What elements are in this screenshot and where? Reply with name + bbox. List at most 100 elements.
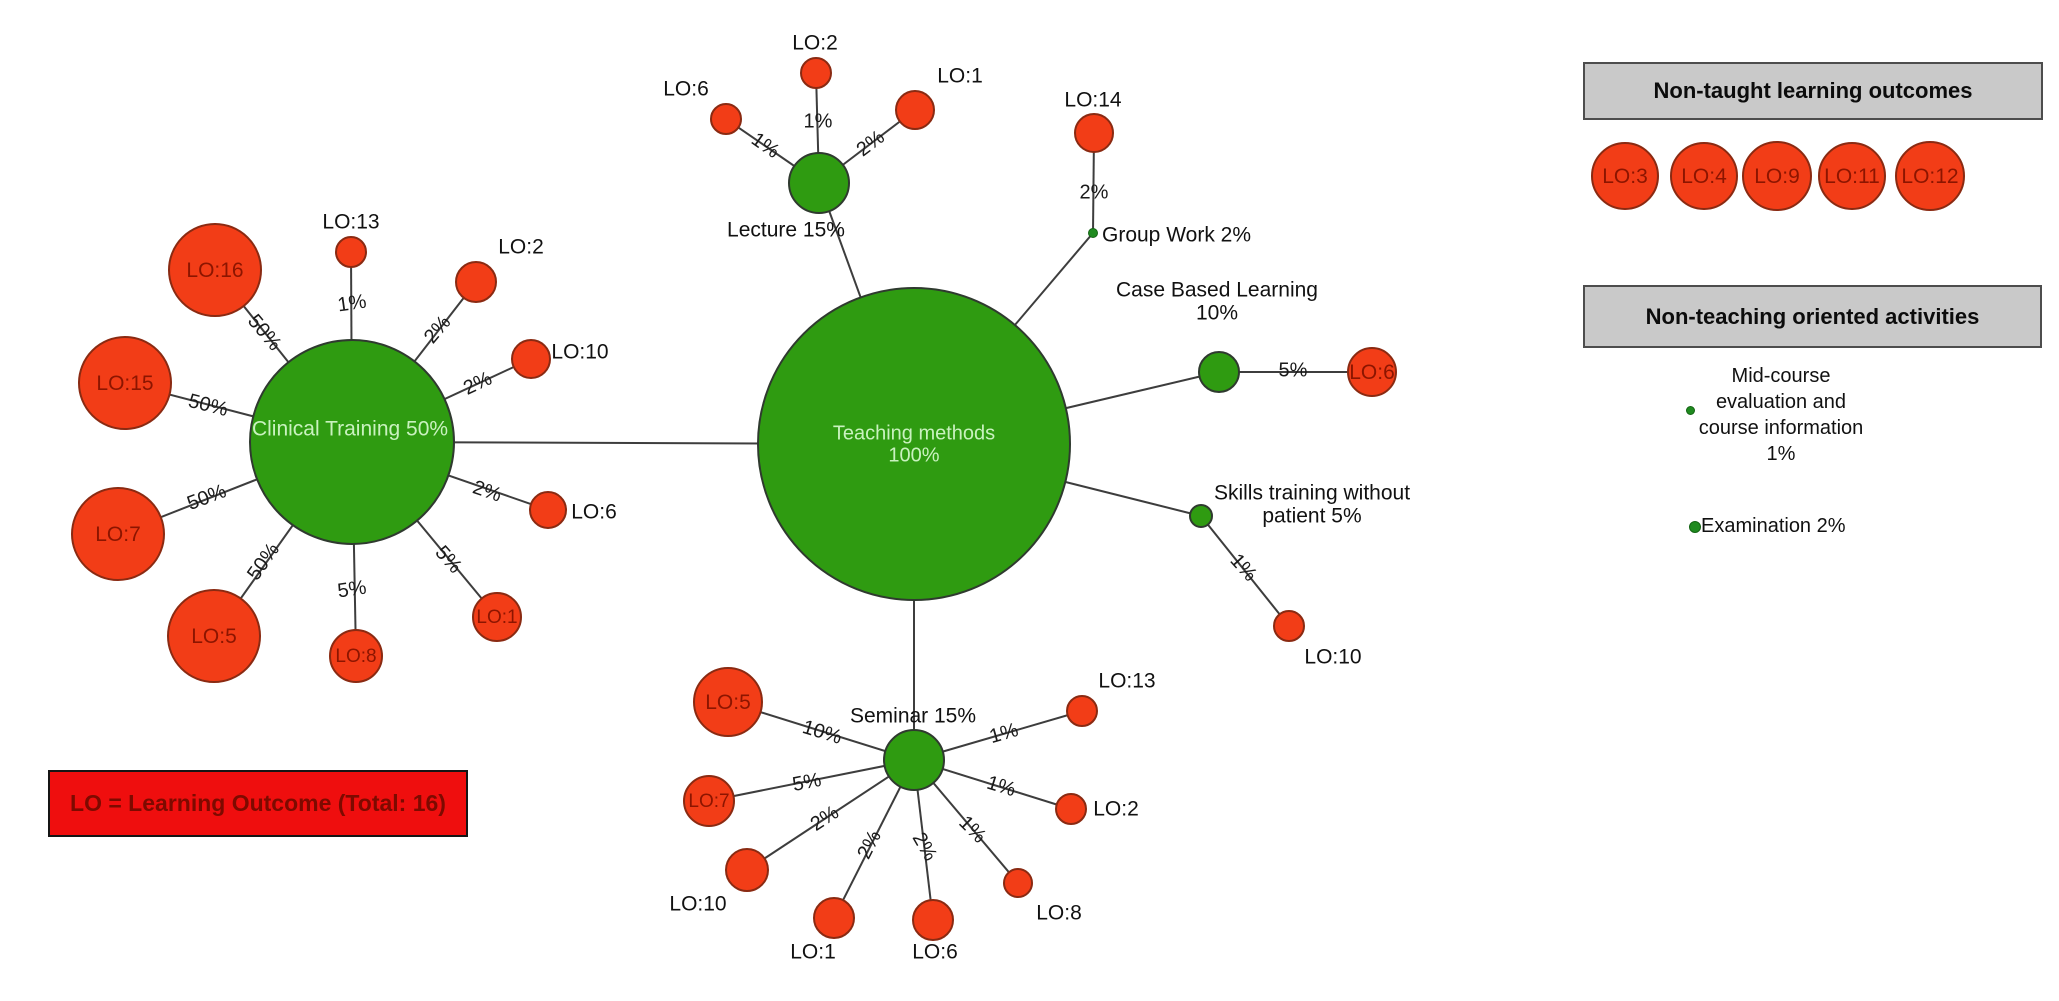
- lo7-seminar-label: LO:7: [688, 790, 730, 812]
- mid-course-label-line1: Mid-course: [1731, 365, 1831, 387]
- lo7-clinical-node: LO:7: [71, 487, 165, 581]
- mid-course-label: Mid-course evaluation and course informa…: [1699, 363, 1864, 467]
- lo10-skills-label: LO:10: [1304, 645, 1362, 669]
- non-taught-header: Non-taught learning outcomes: [1583, 62, 2043, 120]
- case-based-learning-label-line1: Case Based Learning: [1116, 278, 1318, 302]
- clinical-training-node: [249, 339, 455, 545]
- seminar-label: Seminar 15%: [849, 704, 977, 728]
- clinical-training-label: Clinical Training 50%: [251, 417, 449, 441]
- lo2-lecture-label: LO:2: [792, 31, 838, 55]
- lo7-seminar-node: LO:7: [683, 775, 735, 827]
- skills-training-label-line2: patient 5%: [1262, 504, 1362, 527]
- lo1-lecture-node: [895, 90, 935, 130]
- lo1-lecture-label: LO:1: [937, 64, 983, 88]
- lo1-clinical-node: LO:1: [472, 592, 522, 642]
- mid-course-label-line4: 1%: [1766, 443, 1796, 465]
- lo4-nontaught-node: LO:4: [1670, 142, 1738, 210]
- mid-course-label-line3: course information: [1698, 417, 1864, 439]
- lo2-lecture-node: [800, 57, 832, 89]
- lo14-groupwork-label: LO:14: [1064, 88, 1122, 112]
- lo5-seminar-node: LO:5: [693, 667, 763, 737]
- legend-box: LO = Learning Outcome (Total: 16): [48, 770, 468, 837]
- lo6-seminar-label: LO:6: [912, 940, 958, 964]
- lo6-clinical-node: [529, 491, 567, 529]
- case-based-learning-node: [1198, 351, 1240, 393]
- skills-training-node: [1189, 504, 1213, 528]
- examination-label: Examination 2%: [1701, 515, 1846, 538]
- lo2-clinical-node: [455, 261, 497, 303]
- lo10-skills-node: [1273, 610, 1305, 642]
- lo8-clinical-node: LO:8: [329, 629, 383, 683]
- lo7-clinical-label: LO:7: [95, 522, 141, 546]
- lecture-lo2-pct-label: 1%: [803, 110, 833, 133]
- lo5-clinical-label: LO:5: [191, 624, 237, 648]
- non-teaching-header-label: Non-teaching oriented activities: [1645, 303, 1980, 329]
- lo8-seminar-label: LO:8: [1036, 901, 1082, 925]
- lo5-clinical-node: LO:5: [167, 589, 261, 683]
- case-based-learning-label-line2: 10%: [1195, 301, 1239, 325]
- lo10-clinical-label: LO:10: [551, 340, 609, 364]
- lecture-label: Lecture 15%: [727, 218, 845, 242]
- lo2-clinical-label: LO:2: [498, 235, 544, 259]
- lo10-clinical-node: [511, 339, 551, 379]
- lo13-seminar-label: LO:13: [1098, 669, 1156, 693]
- lo12-nontaught-label: LO:12: [1901, 164, 1959, 188]
- lo11-nontaught-node: LO:11: [1818, 142, 1886, 210]
- mid-course-dot: [1686, 406, 1695, 415]
- clinical-lo13-pct-label: 1%: [336, 290, 368, 317]
- lo6-casebased-label: LO:6: [1349, 360, 1395, 384]
- lo16-clinical-node: LO:16: [168, 223, 262, 317]
- lo2-seminar-node: [1055, 793, 1087, 825]
- lo9-nontaught-label: LO:9: [1754, 164, 1800, 188]
- non-teaching-header: Non-teaching oriented activities: [1583, 285, 2042, 348]
- lo8-clinical-label: LO:8: [335, 645, 377, 667]
- lo6-clinical-label: LO:6: [571, 500, 617, 524]
- lo9-nontaught-node: LO:9: [1742, 141, 1812, 211]
- lo8-seminar-node: [1003, 868, 1033, 898]
- lo16-clinical-label: LO:16: [186, 258, 244, 282]
- skills-training-label-line1: Skills training without: [1213, 481, 1411, 505]
- edge-skills-lo10: [1200, 515, 1290, 627]
- edge-seminar-lo10: [746, 759, 915, 871]
- lo6-lecture-label: LO:6: [663, 77, 709, 101]
- lo11-nontaught-label: LO:11: [1824, 164, 1880, 188]
- lo6-seminar-node: [912, 899, 954, 941]
- lo2-seminar-label: LO:2: [1093, 797, 1139, 821]
- casebased-lo6-pct-label: 5%: [1278, 359, 1308, 382]
- lo4-nontaught-label: LO:4: [1681, 164, 1727, 188]
- lo13-clinical-node: [335, 236, 367, 268]
- lo3-nontaught-node: LO:3: [1591, 142, 1659, 210]
- groupwork-lo14-pct-label: 2%: [1079, 181, 1109, 204]
- edge-seminar-lo7: [708, 759, 915, 802]
- teaching-methods-label-line1: Teaching methods: [832, 422, 996, 445]
- mid-course-label-line2: evaluation and: [1715, 391, 1847, 413]
- legend-label: LO = Learning Outcome (Total: 16): [70, 790, 446, 816]
- case-based-learning-label: Case Based Learning 10%: [1116, 278, 1318, 325]
- lo6-lecture-node: [710, 103, 742, 135]
- lo13-seminar-node: [1066, 695, 1098, 727]
- lo10-seminar-label: LO:10: [669, 892, 727, 916]
- teaching-methods-node: [757, 287, 1071, 601]
- examination-dot: [1689, 521, 1701, 533]
- lo1-seminar-label: LO:1: [790, 940, 836, 964]
- clinical-lo8-pct-label: 5%: [336, 576, 368, 603]
- lo12-nontaught-node: LO:12: [1895, 141, 1965, 211]
- skills-training-label: Skills training without patient 5%: [1214, 482, 1410, 527]
- lecture-node: [788, 152, 850, 214]
- lo15-clinical-node: LO:15: [78, 336, 172, 430]
- lo13-clinical-label: LO:13: [322, 210, 380, 234]
- lo15-clinical-label: LO:15: [96, 371, 154, 395]
- seminar-node: [883, 729, 945, 791]
- lo5-seminar-label: LO:5: [705, 690, 751, 714]
- group-work-label: Group Work 2%: [1102, 223, 1251, 247]
- group-work-node: [1088, 228, 1098, 238]
- non-taught-header-label: Non-taught learning outcomes: [1653, 78, 1973, 103]
- teaching-methods-label: Teaching methods 100%: [833, 423, 995, 466]
- teaching-methods-label-line2: 100%: [888, 444, 940, 466]
- lo14-groupwork-node: [1074, 113, 1114, 153]
- lo10-seminar-node: [725, 848, 769, 892]
- lo1-clinical-label: LO:1: [476, 606, 518, 628]
- lo6-casebased-node: LO:6: [1347, 347, 1397, 397]
- lo1-seminar-node: [813, 897, 855, 939]
